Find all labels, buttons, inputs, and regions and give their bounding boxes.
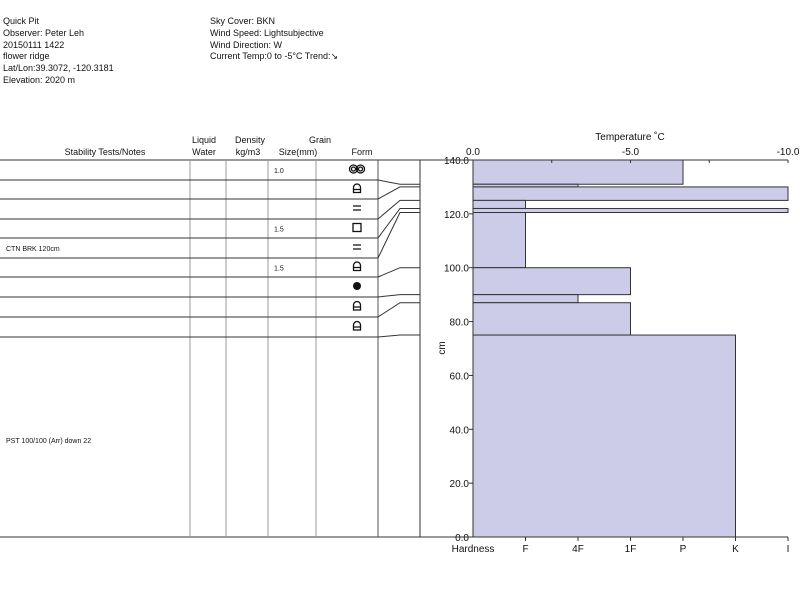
y-tick-label: 20.0 xyxy=(450,479,470,490)
faceted-rounded-icon xyxy=(352,261,362,272)
layer-connector xyxy=(377,212,420,259)
hardness-bar xyxy=(472,302,631,336)
rounded-grain-icon xyxy=(350,166,357,172)
col-liquid-header: Water xyxy=(192,147,216,157)
stability-note: PST 100/100 (Arr) down 22 xyxy=(6,438,91,445)
chart-title: Temperature ˚C xyxy=(595,131,664,143)
hardness-bar xyxy=(472,212,526,269)
grain-size: 1.5 xyxy=(274,266,284,273)
rounded-grain-icon xyxy=(357,166,364,172)
col-density-header: Density xyxy=(235,135,266,145)
hardness-bar xyxy=(472,294,579,304)
rounded-grain-icon xyxy=(355,164,366,174)
pit-info-line: 20150111 1422 xyxy=(3,39,65,50)
pit-info-line: Lat/Lon:39.3072, -120.3181 xyxy=(3,63,114,74)
crust-icon xyxy=(353,244,361,250)
hardness-bar xyxy=(472,159,684,185)
y-tick-label: 80.0 xyxy=(450,318,470,329)
weather-info: Sky Cover: BKN Wind Speed: Lightsubjecti… xyxy=(210,16,338,63)
hardness-tick-label: 4F xyxy=(572,544,584,555)
col-grain-header: Size(mm) xyxy=(279,147,318,157)
y-tick-label: 0.0 xyxy=(455,533,469,544)
hardness-bar xyxy=(472,199,526,209)
hardness-bar xyxy=(472,334,736,538)
faceted-icon xyxy=(352,222,362,233)
y-tick-label: 140.0 xyxy=(444,156,469,167)
layer-connector xyxy=(377,294,420,298)
grain-size: 1.0 xyxy=(274,168,284,175)
layer-connector xyxy=(377,267,420,278)
y-tick-label: 100.0 xyxy=(444,264,469,275)
pit-info: Quick Pit Observer: Peter Leh 20150111 1… xyxy=(3,16,114,87)
hardness-tick-label: K xyxy=(732,544,739,555)
weather-info-line: Sky Cover: BKN xyxy=(210,16,276,26)
pit-info-line: Observer: Peter Leh xyxy=(3,27,85,38)
faceted-rounded-icon xyxy=(352,320,362,331)
hardness-tick-label: F xyxy=(522,544,528,555)
rounded-grain-icon xyxy=(348,164,359,174)
layer-connector xyxy=(377,179,420,185)
pit-info-line: Elevation: 2020 m xyxy=(3,74,76,85)
layer-connector xyxy=(377,207,420,239)
layer-connector xyxy=(377,199,420,220)
weather-info-line: Wind Direction: W xyxy=(210,39,283,50)
stability-note: CTN BRK 120cm xyxy=(6,246,60,253)
hardness-tick-label: I xyxy=(787,544,790,555)
ice-icon xyxy=(353,282,361,290)
hardness-bar xyxy=(472,207,789,214)
weather-info-line: Wind Speed: Lightsubjective xyxy=(210,27,324,38)
y-axis-label: cm xyxy=(437,341,448,354)
col-density-header: kg/m3 xyxy=(236,147,261,157)
y-tick-label: 60.0 xyxy=(450,371,470,382)
hardness-bar xyxy=(472,186,789,201)
faceted-rounded-icon xyxy=(352,183,362,194)
layer-connector xyxy=(377,186,420,200)
temp-tick-label: -5.0 xyxy=(622,147,640,158)
layer-connector xyxy=(377,302,420,318)
col-form-header: Form xyxy=(352,147,373,157)
pit-info-line: Quick Pit xyxy=(3,16,40,26)
y-tick-label: 120.0 xyxy=(444,210,469,221)
col-notes-header: Stability Tests/Notes xyxy=(65,147,146,157)
faceted-rounded-icon xyxy=(352,300,362,311)
pit-info-line: flower ridge xyxy=(3,51,50,62)
temp-tick-label: 0.0 xyxy=(466,147,480,158)
col-grain-header: Grain xyxy=(309,135,331,145)
grain-size: 1.5 xyxy=(274,227,284,234)
x-axis-label: Hardness xyxy=(452,544,495,555)
y-tick-label: 40.0 xyxy=(450,425,470,436)
hardness-tick-label: P xyxy=(680,544,687,555)
col-liquid-header: Liquid xyxy=(192,135,216,145)
hardness-bar xyxy=(472,267,631,296)
weather-info-line: Current Temp:0 to -5°C Trend:↘ xyxy=(210,51,339,62)
crust-icon xyxy=(353,205,361,211)
layer-connector xyxy=(377,334,420,338)
hardness-tick-label: 1F xyxy=(625,544,637,555)
temp-tick-label: -10.0 xyxy=(777,147,800,158)
